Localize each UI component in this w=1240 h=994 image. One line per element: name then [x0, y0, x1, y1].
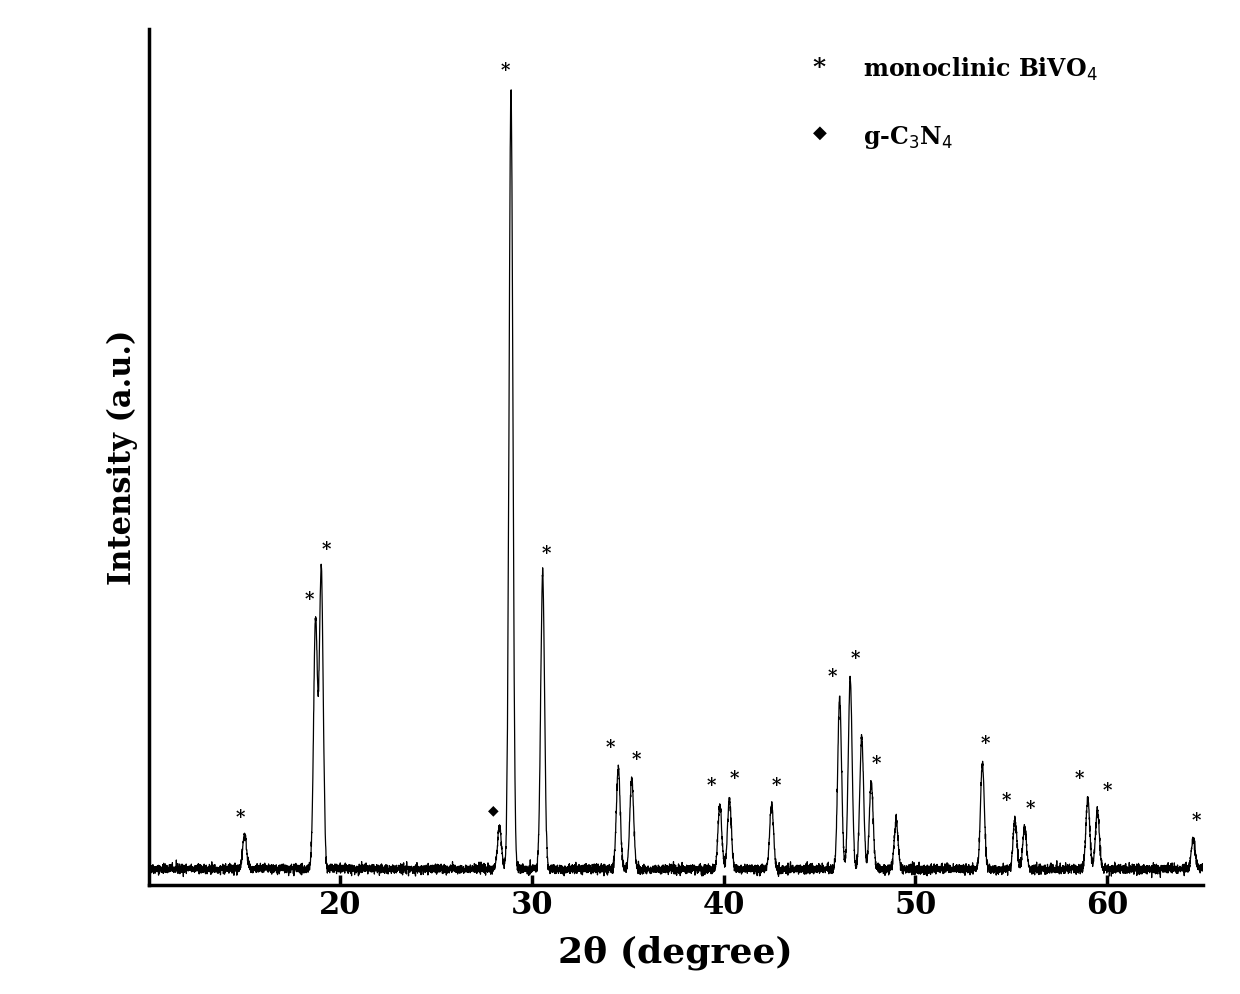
Text: *: * [707, 775, 715, 794]
Text: *: * [1002, 791, 1011, 809]
Text: *: * [236, 808, 246, 826]
Y-axis label: Intensity (a.u.): Intensity (a.u.) [107, 330, 138, 584]
Text: *: * [813, 56, 826, 80]
Text: ◆: ◆ [487, 802, 498, 816]
Text: *: * [1192, 811, 1200, 829]
Text: g-C$_3$N$_4$: g-C$_3$N$_4$ [856, 124, 954, 151]
Text: *: * [872, 754, 880, 772]
Text: *: * [606, 739, 615, 756]
Text: monoclinic BiVO$_4$: monoclinic BiVO$_4$ [856, 56, 1097, 83]
Text: *: * [1075, 769, 1084, 787]
Text: *: * [321, 541, 331, 559]
X-axis label: 2θ (degree): 2θ (degree) [558, 934, 794, 969]
Text: *: * [771, 775, 781, 794]
Text: ◆: ◆ [813, 124, 827, 142]
Text: *: * [304, 590, 314, 608]
Text: *: * [1102, 781, 1112, 799]
Text: *: * [1025, 799, 1035, 817]
Text: *: * [729, 769, 739, 787]
Text: *: * [501, 63, 510, 81]
Text: *: * [827, 667, 837, 685]
Text: *: * [542, 544, 551, 563]
Text: *: * [981, 735, 990, 752]
Text: *: * [632, 750, 641, 768]
Text: *: * [851, 649, 859, 667]
